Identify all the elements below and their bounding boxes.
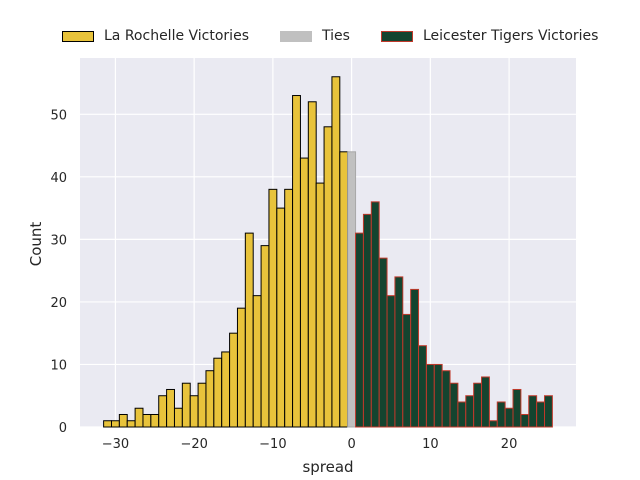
bar-series-0 [142, 413, 152, 428]
x-tick-label: −30 [102, 437, 129, 452]
bar-series-0 [213, 357, 223, 428]
y-tick-label: 0 [59, 421, 67, 436]
bar-series-0 [103, 420, 112, 428]
bar-series-2 [370, 201, 380, 428]
y-tick-label: 30 [50, 233, 67, 248]
legend-item-ties[interactable]: Ties [280, 24, 350, 48]
bar-series-2 [418, 345, 427, 428]
bar-series-2 [362, 213, 372, 428]
bar-series-0 [307, 101, 317, 428]
x-tick-label: 0 [347, 437, 355, 452]
bar-series-0 [110, 420, 120, 428]
bar-series-2 [378, 257, 388, 428]
bar-series-2 [449, 382, 459, 428]
legend-label-la-rochelle: La Rochelle Victories [104, 28, 249, 44]
bar-series-0 [315, 182, 325, 428]
bar-series-2 [520, 413, 530, 428]
bar-series-0 [292, 95, 301, 428]
bar-series-0 [284, 188, 294, 428]
bar-series-0 [126, 420, 136, 428]
bar-series-0 [189, 395, 199, 428]
legend-label-leicester: Leicester Tigers Victories [423, 28, 599, 44]
bar-series-0 [339, 151, 349, 428]
y-tick-label: 10 [50, 358, 67, 373]
bar-series-0 [173, 407, 183, 428]
x-tick-label: 20 [501, 437, 518, 452]
bar-series-2 [402, 313, 412, 428]
bar-series-2 [386, 295, 396, 428]
bar-series-2 [425, 363, 435, 428]
x-axis: −30 −20 −10 0 10 20 [102, 437, 518, 452]
bar-series-0 [181, 382, 191, 428]
bar-series-0 [118, 413, 128, 428]
bar-series-2 [441, 370, 451, 428]
legend-swatch-ties [280, 30, 312, 42]
bar-series-0 [244, 232, 254, 428]
bar-series-2 [544, 395, 553, 428]
bar-series-0 [276, 207, 286, 428]
bar-series-2 [394, 276, 404, 428]
bar-series-2 [481, 376, 490, 428]
bar-series-2 [465, 395, 475, 428]
bar-series-0 [134, 407, 144, 428]
bar-series-0 [331, 76, 341, 428]
bars [103, 76, 553, 428]
legend-item-la-rochelle[interactable]: La Rochelle Victories [62, 24, 249, 48]
bar-series-0 [299, 157, 309, 428]
legend-swatch-leicester [381, 30, 413, 42]
x-tick-label: −10 [259, 437, 286, 452]
bar-series-2 [528, 395, 538, 428]
bar-series-2 [473, 382, 483, 428]
legend-label-ties: Ties [322, 28, 350, 44]
bar-series-0 [205, 370, 215, 428]
x-axis-label: spread [302, 458, 353, 476]
y-axis: 0 10 20 30 40 50 [50, 108, 67, 436]
bar-series-2 [457, 401, 467, 428]
legend-item-leicester[interactable]: Leicester Tigers Victories [381, 24, 598, 48]
bar-series-0 [229, 332, 238, 428]
bar-series-0 [150, 413, 160, 428]
legend-swatch-la-rochelle [62, 30, 94, 42]
bar-series-2 [504, 407, 514, 428]
bar-series-0 [221, 351, 231, 428]
y-tick-label: 40 [50, 171, 67, 186]
bar-series-0 [158, 395, 168, 428]
y-axis-label: Count [27, 222, 45, 267]
y-tick-label: 20 [50, 296, 67, 311]
bar-series-2 [512, 388, 522, 428]
bar-series-2 [433, 363, 443, 428]
bar-series-2 [536, 401, 546, 428]
bar-series-0 [260, 245, 270, 428]
bar-series-2 [410, 288, 420, 428]
bar-series-0 [252, 295, 262, 428]
bar-series-0 [197, 382, 207, 428]
bar-series-2 [488, 420, 498, 428]
bar-series-0 [166, 388, 175, 428]
x-tick-label: 10 [422, 437, 439, 452]
x-tick-label: −20 [180, 437, 207, 452]
bar-series-1 [347, 151, 357, 428]
bar-series-2 [496, 401, 506, 428]
legend: La Rochelle Victories Ties Leicester Tig… [0, 24, 640, 48]
y-tick-label: 50 [50, 108, 67, 123]
bar-series-2 [355, 232, 364, 428]
bar-series-0 [236, 307, 246, 428]
bar-series-0 [323, 126, 333, 428]
bar-series-0 [268, 188, 278, 428]
